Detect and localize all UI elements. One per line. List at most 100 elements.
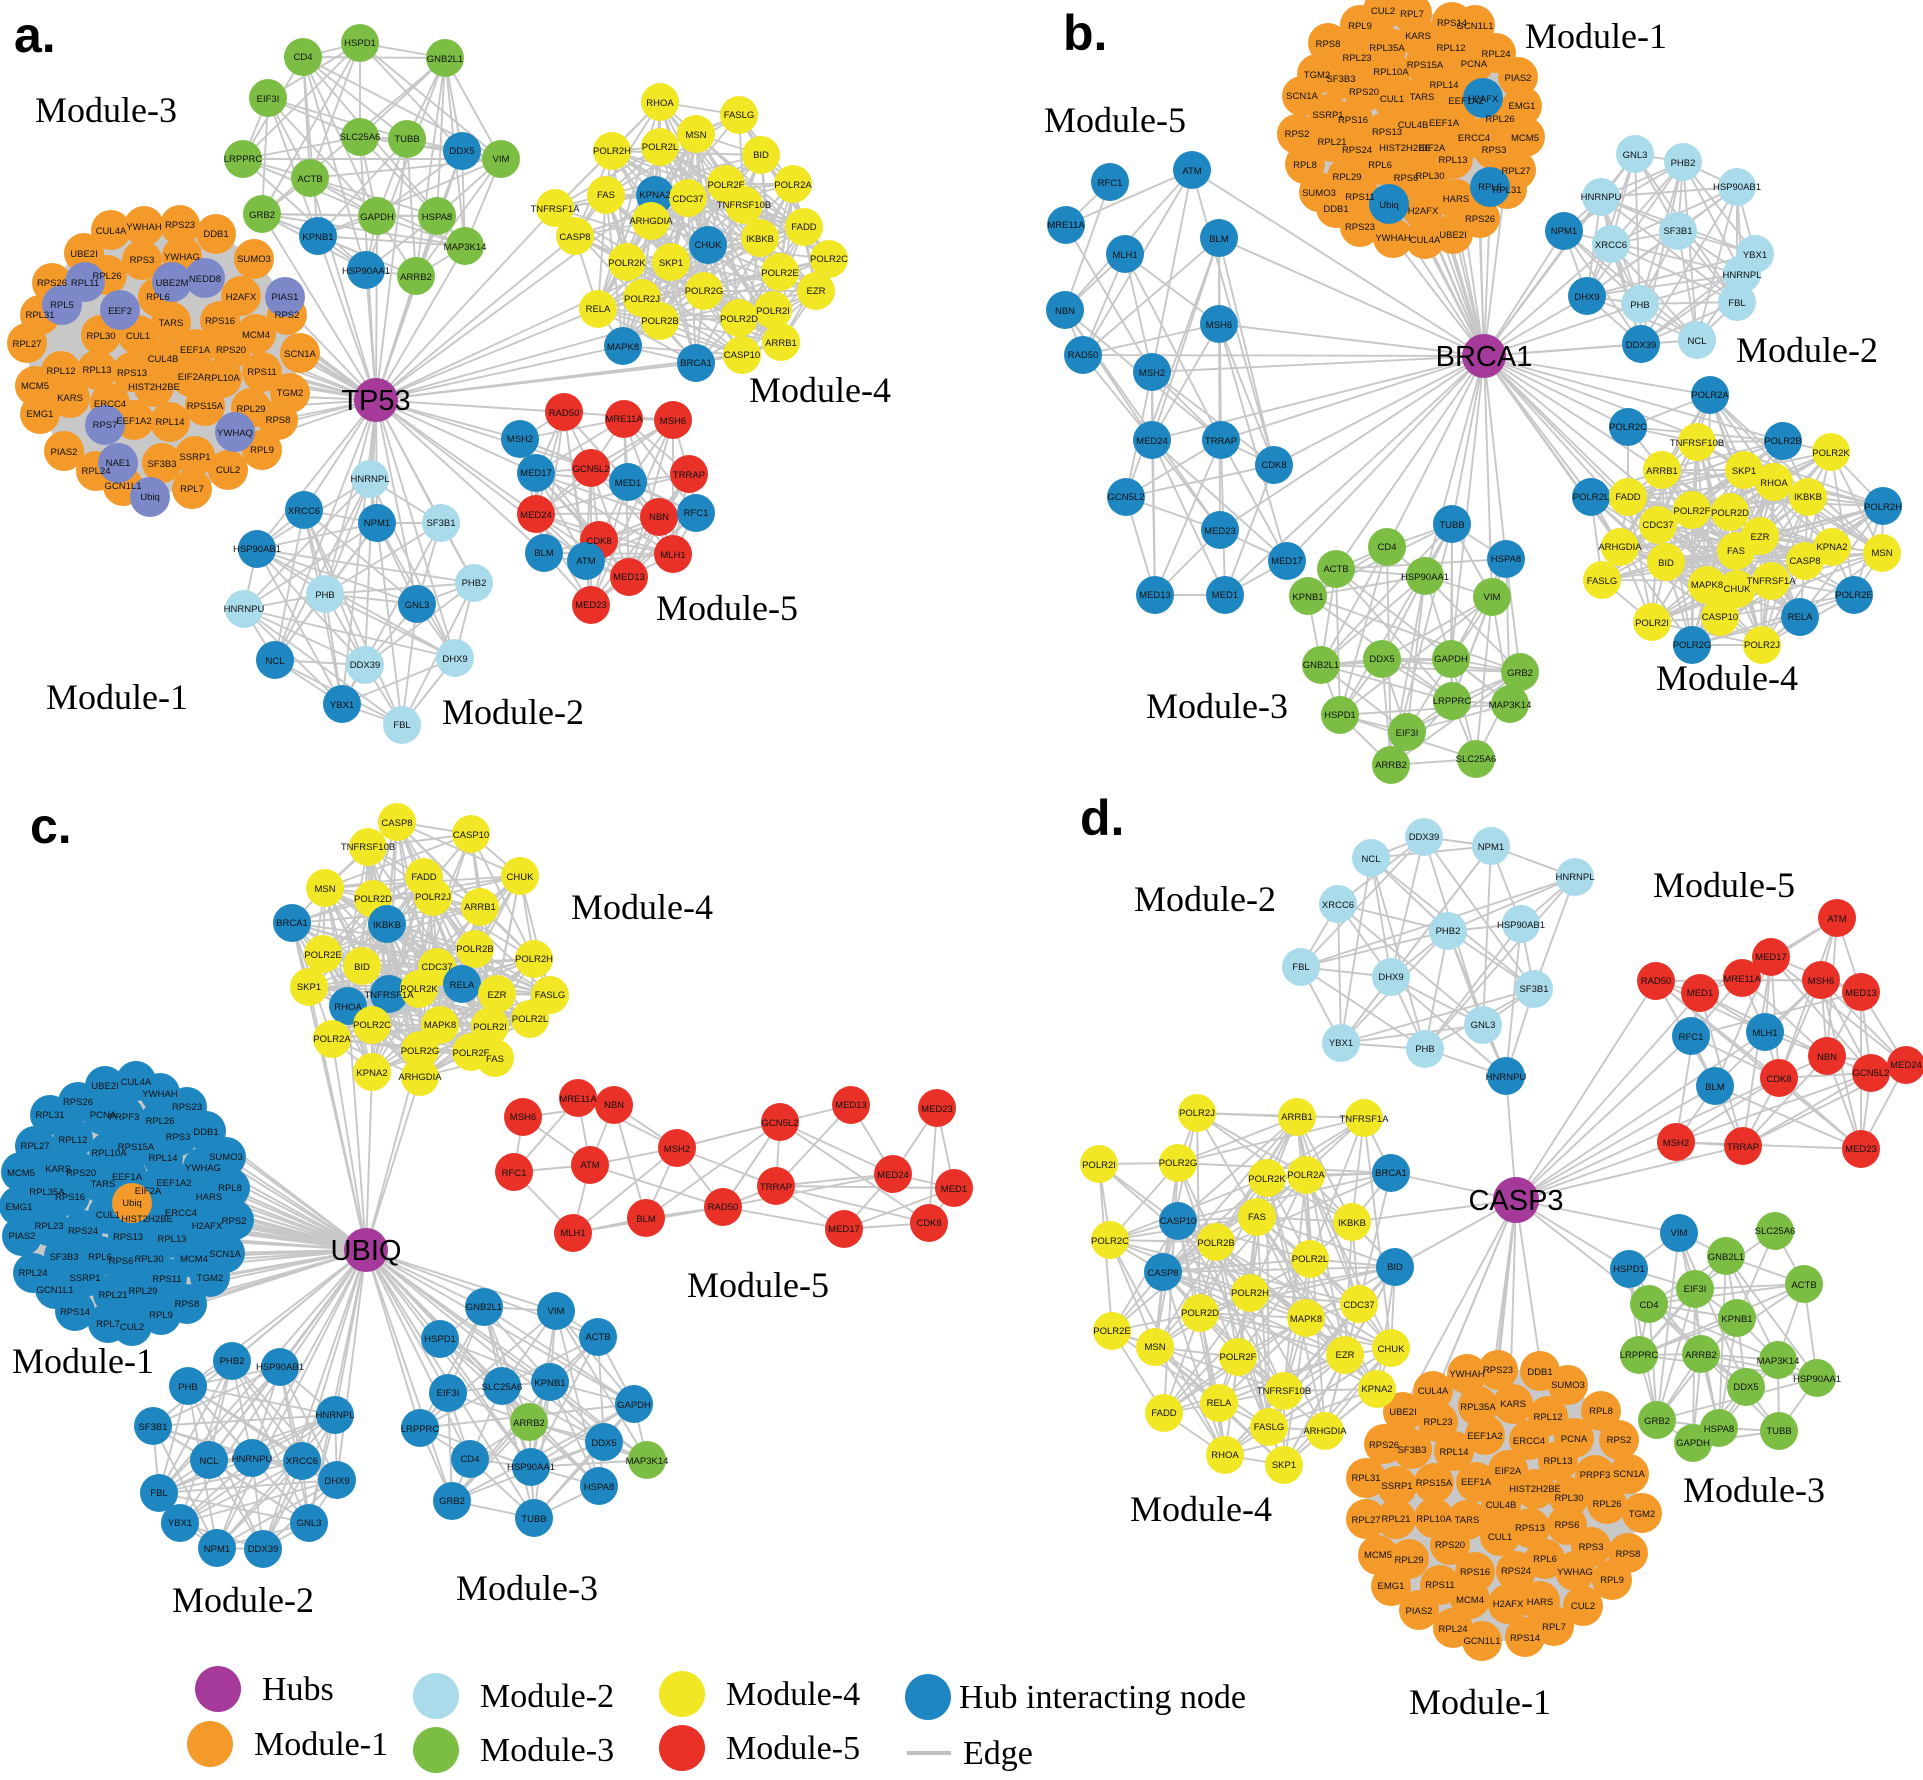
svg-text:DHX9: DHX9 xyxy=(442,654,467,665)
svg-text:NPM1: NPM1 xyxy=(1478,842,1504,853)
svg-text:TUBB: TUBB xyxy=(394,134,419,145)
svg-text:PHB2: PHB2 xyxy=(462,578,487,589)
svg-text:DDX5: DDX5 xyxy=(591,1438,616,1449)
svg-text:RPL7: RPL7 xyxy=(180,484,204,495)
svg-text:RPL5: RPL5 xyxy=(50,300,74,311)
svg-text:TNFRSF1A: TNFRSF1A xyxy=(1339,1114,1389,1125)
svg-text:Ubiq: Ubiq xyxy=(122,1198,142,1209)
svg-text:GRB2: GRB2 xyxy=(1507,668,1533,679)
svg-text:RPL14: RPL14 xyxy=(1429,80,1458,91)
svg-text:TNFRSF1A: TNFRSF1A xyxy=(530,204,580,215)
svg-text:FBL: FBL xyxy=(1292,962,1309,973)
svg-text:TNFRSF10B: TNFRSF10B xyxy=(1257,1386,1311,1397)
svg-text:EIF3I: EIF3I xyxy=(1684,1284,1707,1295)
svg-text:RPS6: RPS6 xyxy=(1555,1520,1580,1531)
svg-text:RPS26: RPS26 xyxy=(1465,214,1495,225)
svg-text:POLR2G: POLR2G xyxy=(685,286,724,297)
svg-text:SSRP1: SSRP1 xyxy=(1381,1481,1412,1492)
svg-text:MCM5: MCM5 xyxy=(7,1168,35,1179)
svg-text:Module-4: Module-4 xyxy=(726,1676,860,1713)
svg-text:HNRNPU: HNRNPU xyxy=(1486,1072,1527,1083)
svg-text:DHX9: DHX9 xyxy=(1378,972,1403,983)
svg-text:FADD: FADD xyxy=(1151,1408,1176,1419)
svg-text:GNB2L1: GNB2L1 xyxy=(427,54,463,65)
svg-text:TRRAP: TRRAP xyxy=(673,470,705,481)
svg-text:EEF1A: EEF1A xyxy=(1429,118,1460,129)
svg-text:HSPD1: HSPD1 xyxy=(424,1334,456,1345)
svg-text:ERCC4: ERCC4 xyxy=(1458,133,1490,144)
svg-text:POLR2J: POLR2J xyxy=(415,892,451,903)
svg-text:HIST2H2BE: HIST2H2BE xyxy=(1509,1484,1561,1495)
svg-text:SCN1A: SCN1A xyxy=(209,1249,241,1260)
svg-text:ATM: ATM xyxy=(1182,166,1201,177)
svg-text:SLC25A6: SLC25A6 xyxy=(340,132,381,143)
svg-text:UBE2I: UBE2I xyxy=(1439,230,1466,241)
svg-text:RPL26: RPL26 xyxy=(1592,1499,1621,1510)
svg-text:IKBKB: IKBKB xyxy=(1338,1218,1366,1229)
svg-text:HIST2H2BE: HIST2H2BE xyxy=(1379,143,1431,154)
svg-text:ARRB2: ARRB2 xyxy=(1685,1350,1717,1361)
svg-text:POLR2D: POLR2D xyxy=(354,894,392,905)
svg-text:GAPDH: GAPDH xyxy=(1434,654,1468,665)
svg-text:ACTB: ACTB xyxy=(585,1332,610,1343)
svg-text:MSN: MSN xyxy=(1871,548,1892,559)
svg-text:MED17: MED17 xyxy=(1271,556,1303,567)
svg-text:IKBKB: IKBKB xyxy=(373,920,401,931)
svg-text:RPL6: RPL6 xyxy=(1368,160,1392,171)
svg-text:SSRP1: SSRP1 xyxy=(179,452,210,463)
svg-text:RPL9: RPL9 xyxy=(1600,1575,1624,1586)
svg-text:RPS24: RPS24 xyxy=(1501,1566,1531,1577)
svg-text:RHOA: RHOA xyxy=(1760,478,1788,489)
svg-text:POLR2L: POLR2L xyxy=(1573,492,1609,503)
svg-text:DDB1: DDB1 xyxy=(193,1127,218,1138)
svg-text:ARRB1: ARRB1 xyxy=(464,902,496,913)
svg-text:RPS3: RPS3 xyxy=(130,255,155,266)
svg-text:RPL26: RPL26 xyxy=(92,271,121,282)
svg-text:H2AFX: H2AFX xyxy=(1408,206,1439,217)
svg-text:PIAS2: PIAS2 xyxy=(1505,73,1532,84)
svg-text:PRPF3: PRPF3 xyxy=(1580,1470,1611,1481)
svg-text:Ubiq: Ubiq xyxy=(140,492,160,503)
svg-text:RPL9: RPL9 xyxy=(250,445,274,456)
svg-text:MED23: MED23 xyxy=(921,1104,953,1115)
svg-text:RPL7: RPL7 xyxy=(1542,1622,1566,1633)
svg-text:MRE11A: MRE11A xyxy=(1047,220,1085,231)
svg-text:TARS: TARS xyxy=(1455,1515,1480,1526)
svg-text:POLR2L: POLR2L xyxy=(642,142,678,153)
svg-text:EMG1: EMG1 xyxy=(1509,101,1536,112)
svg-text:XRCC6: XRCC6 xyxy=(1595,240,1627,251)
svg-text:SKP1: SKP1 xyxy=(659,258,683,269)
svg-text:PHB: PHB xyxy=(1630,300,1650,311)
svg-text:RPL13: RPL13 xyxy=(1543,1456,1572,1467)
svg-text:RPS13: RPS13 xyxy=(1372,127,1402,138)
svg-text:YBX1: YBX1 xyxy=(168,1518,192,1529)
svg-text:Edge: Edge xyxy=(963,1735,1033,1772)
svg-text:RPL23: RPL23 xyxy=(1342,53,1371,64)
svg-text:RPL10A: RPL10A xyxy=(1373,67,1409,78)
svg-text:Hubs: Hubs xyxy=(262,1671,334,1708)
svg-text:KARS: KARS xyxy=(45,1164,71,1175)
svg-text:BRCA1: BRCA1 xyxy=(1375,1168,1407,1179)
svg-text:RPS7: RPS7 xyxy=(93,420,118,431)
svg-text:BLM: BLM xyxy=(534,548,554,559)
svg-text:RPS26: RPS26 xyxy=(1369,1440,1399,1451)
svg-text:SF3B1: SF3B1 xyxy=(138,1422,167,1433)
svg-text:RPS20: RPS20 xyxy=(1435,1540,1465,1551)
svg-text:CUL2: CUL2 xyxy=(1571,1601,1595,1612)
svg-text:TARS: TARS xyxy=(159,318,184,329)
svg-text:H2AFX: H2AFX xyxy=(192,1221,223,1232)
svg-text:BID: BID xyxy=(753,150,769,161)
svg-text:FASLG: FASLG xyxy=(724,110,755,121)
svg-text:HSPA8: HSPA8 xyxy=(1491,554,1521,565)
svg-text:RPL24: RPL24 xyxy=(1438,1624,1467,1635)
svg-text:MRE11A: MRE11A xyxy=(1723,974,1761,985)
svg-text:KARS: KARS xyxy=(1405,31,1431,42)
svg-text:RPS23: RPS23 xyxy=(1483,1365,1513,1376)
svg-text:GCN1L1: GCN1L1 xyxy=(1464,1636,1501,1647)
svg-text:POLR2C: POLR2C xyxy=(1091,1236,1129,1247)
svg-text:RPL23: RPL23 xyxy=(34,1221,63,1232)
svg-text:ARRB2: ARRB2 xyxy=(400,272,432,283)
svg-text:RPL26: RPL26 xyxy=(145,1116,174,1127)
svg-text:HSPA8: HSPA8 xyxy=(422,212,452,223)
svg-text:Module-1: Module-1 xyxy=(12,1341,154,1381)
